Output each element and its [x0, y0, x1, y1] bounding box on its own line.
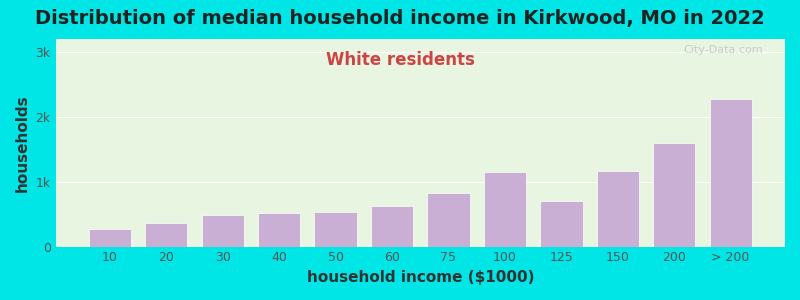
Bar — [427, 193, 470, 247]
X-axis label: household income ($1000): household income ($1000) — [306, 270, 534, 285]
Bar — [202, 215, 244, 247]
Bar — [484, 172, 526, 247]
Text: City-Data.com: City-Data.com — [683, 45, 763, 55]
Y-axis label: households: households — [15, 94, 30, 192]
Bar — [710, 99, 752, 247]
Bar — [314, 212, 357, 247]
Bar — [597, 171, 639, 247]
Text: Distribution of median household income in Kirkwood, MO in 2022: Distribution of median household income … — [35, 9, 765, 28]
Bar — [540, 201, 582, 247]
Bar — [653, 143, 695, 247]
Bar — [371, 206, 414, 247]
Bar — [145, 223, 187, 247]
Text: White residents: White residents — [326, 51, 474, 69]
Bar — [89, 229, 131, 247]
Bar — [258, 214, 300, 247]
